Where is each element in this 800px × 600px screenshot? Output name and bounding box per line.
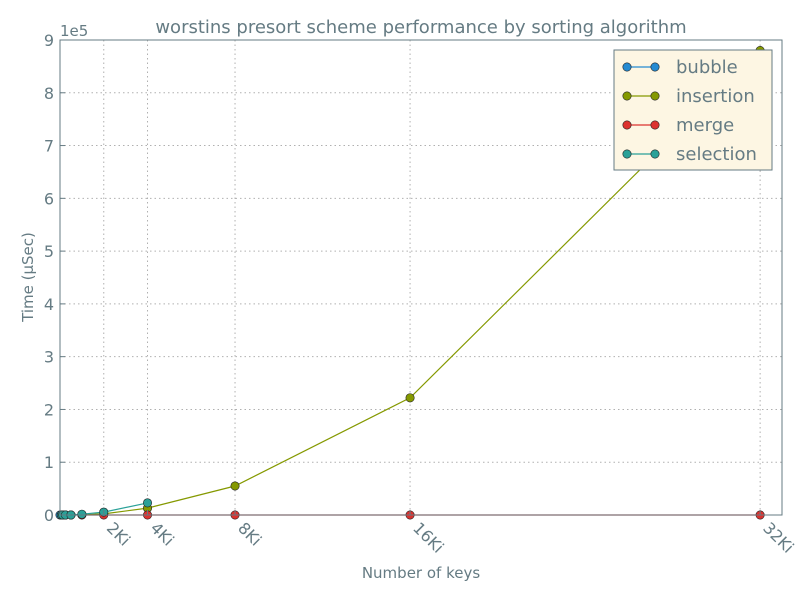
legend-marker	[622, 149, 632, 159]
y-tick-label: 9	[44, 31, 54, 50]
legend-marker	[622, 120, 632, 130]
data-point-insertion	[230, 481, 240, 491]
x-tick-label: 16Ki	[409, 518, 447, 556]
x-tick-label: 8Ki	[234, 518, 265, 549]
y-tick-label: 4	[44, 295, 54, 314]
legend-label: insertion	[676, 86, 755, 107]
legend-label: bubble	[676, 57, 738, 78]
legend-item-selection: selection	[622, 144, 757, 165]
legend-item-merge: merge	[622, 115, 734, 136]
legend-item-bubble: bubble	[622, 57, 738, 78]
legend-box	[613, 49, 773, 171]
x-tick-label: 4Ki	[147, 518, 178, 549]
data-point-insertion	[405, 393, 415, 403]
legend-item-insertion: insertion	[622, 86, 755, 107]
y-tick-label: 3	[44, 348, 54, 367]
y-tick-label: 5	[44, 242, 54, 261]
legend-marker	[650, 149, 660, 159]
y-tick-label: 6	[44, 189, 54, 208]
chart-title: worstins presort scheme performance by s…	[155, 17, 686, 38]
y-tick-label: 0	[44, 506, 54, 525]
legend-marker	[650, 62, 660, 72]
y-tick-label: 8	[44, 84, 54, 103]
x-tick-label: 2Ki	[103, 518, 134, 549]
grid	[60, 40, 782, 515]
legend-marker	[622, 91, 632, 101]
legend-marker	[650, 120, 660, 130]
legend-marker	[622, 62, 632, 72]
data-point-selection	[77, 509, 87, 519]
y-tick-label: 1	[44, 453, 54, 472]
x-tick-label: 32Ki	[759, 518, 797, 556]
x-axis-label: Number of keys	[362, 564, 481, 582]
y-tick-label: 7	[44, 137, 54, 156]
y-tick-label: 2	[44, 400, 54, 419]
legend-marker	[650, 91, 660, 101]
data-point-selection	[143, 498, 153, 508]
legend-label: merge	[676, 115, 734, 136]
y-axis-exponent: 1e5	[60, 22, 88, 40]
legend-label: selection	[676, 144, 757, 165]
y-axis-label: Time (μSec)	[19, 232, 37, 323]
plot-frame	[59, 39, 783, 516]
legend: bubble insertion merge selection	[613, 49, 773, 171]
